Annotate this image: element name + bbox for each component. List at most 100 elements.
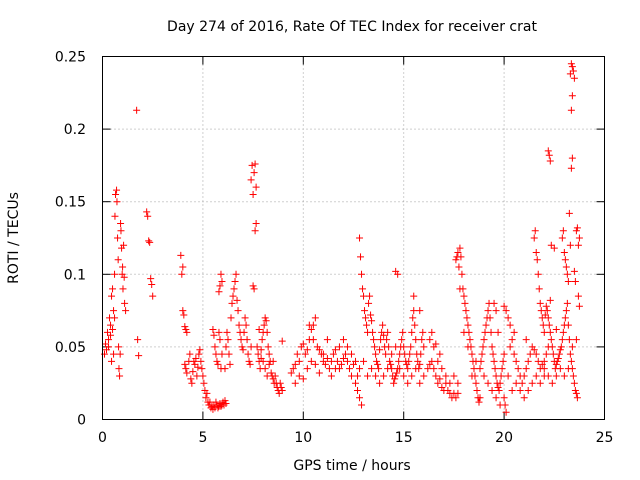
data-point <box>574 292 582 300</box>
data-point <box>215 288 223 296</box>
data-point <box>269 357 277 365</box>
data-point <box>110 350 118 358</box>
data-point <box>331 365 339 373</box>
data-point <box>199 372 207 380</box>
data-point <box>487 328 495 336</box>
data-point <box>565 336 573 344</box>
data-point <box>564 321 572 329</box>
data-point <box>575 302 583 310</box>
data-point <box>537 307 545 315</box>
data-point <box>549 350 557 358</box>
data-point <box>495 386 503 394</box>
data-point <box>534 270 542 278</box>
data-point <box>271 372 279 380</box>
data-point <box>530 346 538 354</box>
data-point <box>512 379 520 387</box>
data-point <box>573 224 581 232</box>
data-point <box>572 336 580 344</box>
data-point <box>295 372 303 380</box>
data-point <box>345 365 353 373</box>
data-point <box>352 357 360 365</box>
data-point <box>229 292 237 300</box>
data-point <box>114 256 122 264</box>
data-point <box>221 397 229 405</box>
data-point <box>563 299 571 307</box>
data-point <box>117 219 125 227</box>
data-point <box>250 285 258 293</box>
data-point <box>216 282 224 290</box>
data-point <box>494 384 502 392</box>
data-point <box>400 372 408 380</box>
data-point <box>494 328 502 336</box>
data-point <box>470 365 478 373</box>
data-point <box>251 160 259 168</box>
data-point <box>148 280 156 288</box>
data-point <box>510 328 518 336</box>
data-point <box>458 270 466 278</box>
data-point <box>370 336 378 344</box>
data-point <box>222 400 230 408</box>
data-point <box>361 307 369 315</box>
data-point <box>450 372 458 380</box>
data-point <box>146 238 154 246</box>
x-tick-label: 20 <box>495 430 513 446</box>
data-point <box>267 369 275 377</box>
data-point <box>520 372 528 380</box>
data-point <box>339 355 347 363</box>
data-point <box>202 394 210 402</box>
data-point <box>299 340 307 348</box>
data-point <box>177 251 185 259</box>
data-point <box>398 336 406 344</box>
data-point <box>481 328 489 336</box>
data-point <box>113 186 121 194</box>
data-point <box>454 389 462 397</box>
data-point <box>246 360 254 368</box>
data-point <box>263 328 271 336</box>
data-point <box>393 369 401 377</box>
data-point <box>261 365 269 373</box>
data-point <box>249 190 257 198</box>
data-point <box>460 292 468 300</box>
data-point <box>111 270 119 278</box>
data-point <box>416 307 424 315</box>
data-point <box>116 372 124 380</box>
data-point <box>526 350 534 358</box>
data-point <box>198 365 206 373</box>
data-point <box>560 372 568 380</box>
data-point <box>479 343 487 351</box>
data-point <box>291 379 299 387</box>
data-point <box>327 372 335 380</box>
data-point <box>536 299 544 307</box>
data-point <box>179 263 187 271</box>
y-tick-label: 0.15 <box>55 195 86 211</box>
data-point <box>182 365 190 373</box>
data-point <box>390 379 398 387</box>
data-point <box>416 360 424 368</box>
data-point <box>552 372 560 380</box>
data-point <box>331 346 339 354</box>
data-point <box>572 227 580 235</box>
data-points <box>101 60 583 416</box>
data-point <box>242 321 250 329</box>
chart-title: Day 274 of 2016, Rate Of TEC Index for r… <box>167 19 537 35</box>
data-point <box>384 328 392 336</box>
data-point <box>522 336 530 344</box>
data-point <box>223 328 231 336</box>
data-point <box>119 263 127 271</box>
data-point <box>115 365 123 373</box>
data-point <box>252 183 260 191</box>
data-point <box>214 360 222 368</box>
data-point <box>570 74 578 82</box>
data-point <box>531 227 539 235</box>
data-point <box>112 190 120 198</box>
data-point <box>265 360 273 368</box>
data-point <box>248 161 256 169</box>
data-point <box>478 350 486 358</box>
data-point <box>540 357 548 365</box>
data-point <box>111 314 119 322</box>
data-point <box>102 340 110 348</box>
data-point <box>363 321 371 329</box>
data-point <box>436 350 444 358</box>
data-point <box>212 398 220 406</box>
data-point <box>488 386 496 394</box>
